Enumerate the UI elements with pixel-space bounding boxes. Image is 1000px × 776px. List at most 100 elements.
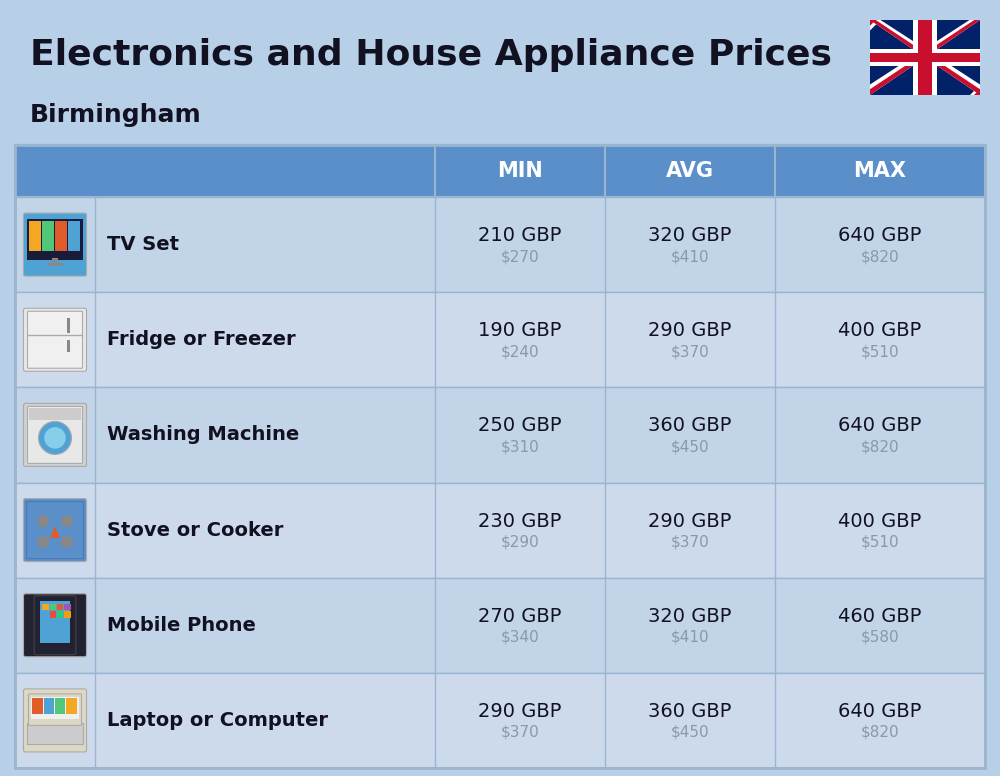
Text: 230 GBP: 230 GBP [478, 511, 562, 531]
FancyBboxPatch shape [23, 499, 87, 562]
Text: 290 GBP: 290 GBP [478, 702, 562, 721]
Bar [31, 697, 79, 719]
Bar [42, 604, 49, 610]
FancyBboxPatch shape [27, 407, 83, 463]
Polygon shape [50, 526, 60, 538]
FancyBboxPatch shape [23, 404, 87, 466]
Bar [27, 219, 83, 261]
Bar [15, 483, 985, 577]
Bar [50, 611, 56, 618]
Circle shape [61, 536, 73, 548]
Text: $820: $820 [861, 439, 899, 455]
Text: 640 GBP: 640 GBP [838, 226, 922, 245]
Text: $450: $450 [671, 725, 709, 740]
Bar [50, 604, 56, 610]
Text: $370: $370 [671, 345, 709, 359]
FancyBboxPatch shape [23, 689, 87, 752]
Bar [15, 577, 985, 673]
Text: 210 GBP: 210 GBP [478, 226, 562, 245]
Bar [40, 601, 70, 643]
Bar [55, 221, 67, 251]
Bar [870, 49, 980, 66]
Bar [42, 611, 49, 618]
Bar [64, 604, 71, 610]
FancyBboxPatch shape [23, 594, 87, 656]
FancyBboxPatch shape [23, 213, 87, 276]
Text: $340: $340 [501, 630, 539, 645]
Bar [15, 387, 985, 483]
Text: Stove or Cooker: Stove or Cooker [107, 521, 283, 539]
FancyBboxPatch shape [23, 308, 87, 371]
Circle shape [44, 427, 66, 449]
Bar [57, 611, 63, 618]
Text: Fridge or Freezer: Fridge or Freezer [107, 331, 296, 349]
Text: 400 GBP: 400 GBP [838, 321, 922, 340]
Text: TV Set: TV Set [107, 235, 179, 254]
Text: Birmingham: Birmingham [30, 103, 202, 127]
Text: $370: $370 [671, 535, 709, 549]
Polygon shape [870, 20, 980, 95]
Bar [57, 604, 63, 610]
Text: MIN: MIN [497, 161, 543, 181]
Bar [66, 698, 77, 715]
Text: 400 GBP: 400 GBP [838, 511, 922, 531]
Bar [52, 258, 58, 262]
Text: $820: $820 [861, 249, 899, 264]
Bar [42, 221, 54, 251]
FancyBboxPatch shape [27, 311, 83, 369]
Bar [870, 53, 980, 62]
Bar [913, 20, 937, 95]
Text: $580: $580 [861, 630, 899, 645]
Bar [29, 408, 81, 421]
Text: $450: $450 [671, 439, 709, 455]
FancyBboxPatch shape [34, 596, 76, 655]
Polygon shape [970, 85, 980, 95]
Text: $410: $410 [671, 630, 709, 645]
Bar [15, 145, 985, 197]
Bar [47, 264, 63, 266]
Text: $270: $270 [501, 249, 539, 264]
Bar [15, 293, 985, 387]
Text: 290 GBP: 290 GBP [648, 321, 732, 340]
Text: 320 GBP: 320 GBP [648, 226, 732, 245]
Text: $310: $310 [501, 439, 539, 455]
Polygon shape [870, 20, 876, 26]
Polygon shape [870, 20, 980, 95]
Text: 290 GBP: 290 GBP [648, 511, 732, 531]
Bar [29, 221, 41, 251]
Bar [55, 698, 65, 715]
Text: 360 GBP: 360 GBP [648, 417, 732, 435]
Bar [15, 673, 985, 768]
Circle shape [37, 536, 49, 548]
Bar [918, 20, 932, 95]
Bar [67, 318, 70, 333]
Text: 360 GBP: 360 GBP [648, 702, 732, 721]
Circle shape [61, 515, 73, 527]
Polygon shape [870, 20, 980, 95]
Polygon shape [870, 20, 881, 30]
Text: Laptop or Computer: Laptop or Computer [107, 711, 328, 730]
Bar [68, 221, 80, 251]
FancyBboxPatch shape [28, 694, 82, 726]
Circle shape [37, 515, 49, 527]
Text: MAX: MAX [854, 161, 906, 181]
Text: 190 GBP: 190 GBP [478, 321, 562, 340]
Polygon shape [870, 20, 980, 95]
Text: $410: $410 [671, 249, 709, 264]
Text: $820: $820 [861, 725, 899, 740]
FancyBboxPatch shape [26, 501, 84, 559]
Bar [15, 197, 985, 293]
Text: Washing Machine: Washing Machine [107, 425, 299, 445]
Polygon shape [974, 89, 980, 95]
Text: $290: $290 [501, 535, 539, 549]
Text: AVG: AVG [666, 161, 714, 181]
Text: $370: $370 [501, 725, 539, 740]
Bar [64, 611, 71, 618]
Text: $510: $510 [861, 535, 899, 549]
Text: 250 GBP: 250 GBP [478, 417, 562, 435]
Bar [15, 145, 985, 768]
Bar [44, 698, 54, 715]
Circle shape [38, 421, 72, 455]
Bar [32, 698, 43, 715]
Text: 460 GBP: 460 GBP [838, 607, 922, 625]
